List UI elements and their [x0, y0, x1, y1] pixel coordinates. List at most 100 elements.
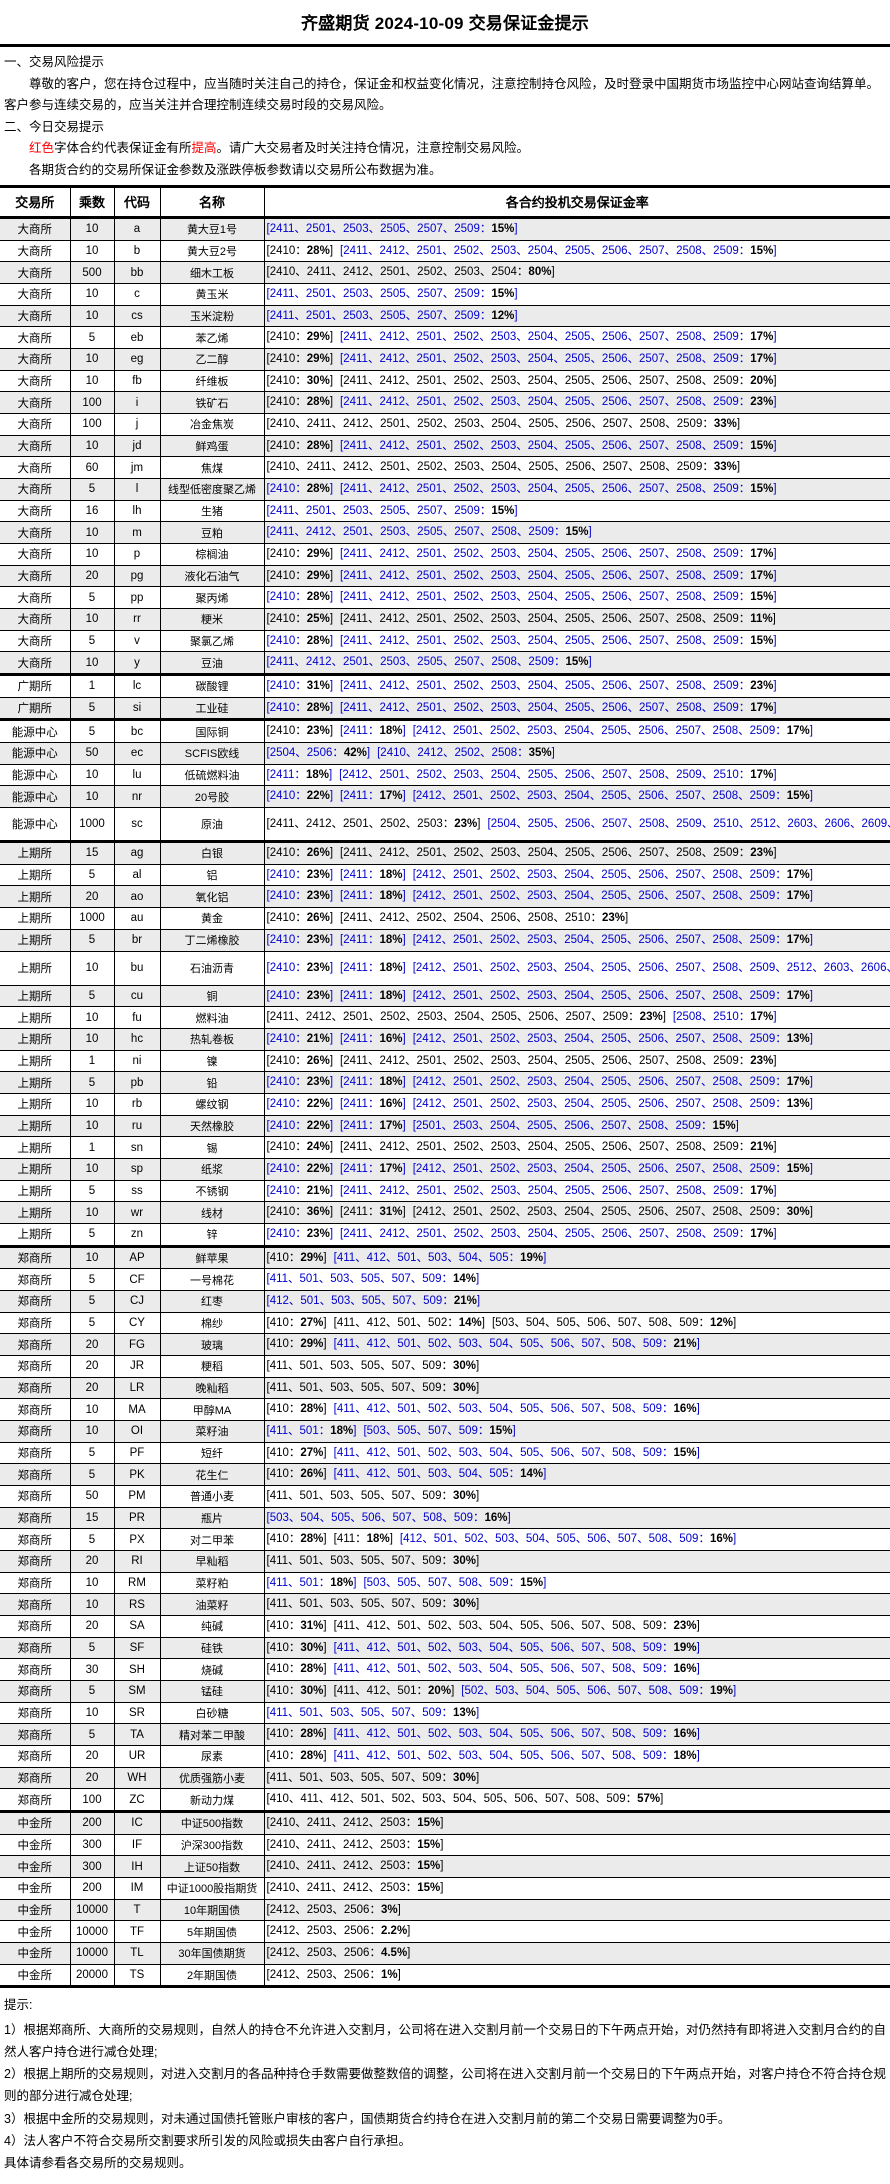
cell-multiplier: 5: [70, 1269, 114, 1291]
cell-name: 甲醇MA: [160, 1399, 264, 1421]
cell-margin-rate: [2412、2503、2506：3%]: [264, 1899, 890, 1921]
cell-exchange: 中金所: [0, 1878, 70, 1900]
cell-multiplier: 100: [70, 414, 114, 436]
rate-percent: 17%: [750, 353, 773, 365]
cell-code: pb: [114, 1072, 160, 1094]
rate-segment: [2412、2501、2502、2503、2504、2505、2506、2507…: [413, 1163, 813, 1175]
cell-name: 热轧卷板: [160, 1028, 264, 1050]
cell-name: 原油: [160, 808, 264, 842]
rate-segment: [2410：28%]: [267, 591, 334, 603]
rate-percent: 11%: [750, 613, 772, 625]
rate-segment: [2411、2412、2501、2502、2503、2504、2505、2506…: [340, 613, 776, 625]
rate-segment: [411、412、501、502、503、504、505、506、507、508…: [334, 1642, 700, 1654]
cell-name: 燃料油: [160, 1007, 264, 1029]
today-notice-line1: 红色字体合约代表保证金有所提高。请广大交易者及时关注持仓情况，注意控制交易风险。: [4, 138, 886, 160]
cell-name: 线型低密度聚乙烯: [160, 479, 264, 501]
cell-multiplier: 10: [70, 1158, 114, 1180]
cell-multiplier: 50: [70, 743, 114, 765]
cell-exchange: 郑商所: [0, 1485, 70, 1507]
cell-code: SF: [114, 1637, 160, 1659]
rate-percent: 17%: [787, 725, 810, 737]
cell-multiplier: 5: [70, 1442, 114, 1464]
rate-segment: [2411、2412、2501、2502、2503、2504、2505、2506…: [340, 591, 777, 603]
cell-name: 黄玉米: [160, 284, 264, 306]
cell-multiplier: 10000: [70, 1899, 114, 1921]
cell-name: 锰硅: [160, 1681, 264, 1703]
cell-exchange: 大商所: [0, 565, 70, 587]
cell-margin-rate: [2410、2411、2412、2503：15%]: [264, 1812, 890, 1835]
rate-percent: 23%: [307, 890, 330, 902]
rate-percent: 15%: [787, 790, 810, 802]
cell-name: 黄金: [160, 908, 264, 930]
rate-percent: 17%: [750, 1011, 773, 1023]
rate-segment: [2412、2501、2502、2503、2504、2505、2506、2507…: [413, 1206, 813, 1218]
cell-margin-rate: [2412、2503、2506：2.2%]: [264, 1921, 890, 1943]
cell-name: 白银: [160, 842, 264, 865]
cell-margin-rate: [2410：22%][2411：17%][2501、2503、2504、2505…: [264, 1115, 890, 1137]
cell-code: y: [114, 652, 160, 675]
rate-segment: [2410：23%]: [267, 1076, 334, 1088]
cell-exchange: 上期所: [0, 1007, 70, 1029]
cell-multiplier: 60: [70, 457, 114, 479]
rate-segment: [411、412、501、502、503、504、505、506、507、508…: [334, 1403, 700, 1415]
cell-name: 液化石油气: [160, 565, 264, 587]
rate-segment: [410：29%]: [267, 1252, 327, 1264]
rate-percent: 2.2%: [381, 1925, 407, 1937]
rate-percent: 29%: [300, 1338, 323, 1350]
cell-multiplier: 5: [70, 929, 114, 951]
rate-percent: 23%: [307, 934, 330, 946]
cell-multiplier: 5: [70, 630, 114, 652]
rate-percent: 17%: [750, 331, 773, 343]
cell-name: 普通小麦: [160, 1485, 264, 1507]
cell-name: 生猪: [160, 500, 264, 522]
rate-segment: [2412、2503、2506：4.5%]: [267, 1947, 411, 1959]
cell-exchange: 中金所: [0, 1812, 70, 1835]
rate-segment: [411、412、501、502、503、504、505、506、507、508…: [334, 1620, 700, 1632]
cell-code: RI: [114, 1550, 160, 1572]
rate-segment: [410：28%]: [267, 1663, 327, 1675]
rate-segment: [411、412、501、502：14%]: [334, 1317, 485, 1329]
rate-percent: 30%: [453, 1555, 476, 1567]
cell-exchange: 大商所: [0, 435, 70, 457]
cell-multiplier: 10: [70, 1028, 114, 1050]
rate-segment: [2410：28%]: [267, 702, 334, 714]
cell-exchange: 上期所: [0, 1202, 70, 1224]
cell-margin-rate: [2410：23%][2411：18%][2412、2501、2502、2503…: [264, 886, 890, 908]
cell-margin-rate: [410：28%][411、412、501、502、503、504、505、50…: [264, 1746, 890, 1768]
cell-multiplier: 5: [70, 1681, 114, 1703]
rate-segment: [410：27%]: [267, 1317, 327, 1329]
rate-segment: [411、412、501、503、504、505：19%]: [334, 1252, 547, 1264]
cell-code: m: [114, 522, 160, 544]
cell-name: 天然橡胶: [160, 1115, 264, 1137]
rate-segment: [2411、2412、2501、2502、2503、2504、2505、2506…: [340, 331, 777, 343]
rate-segment: [410：26%]: [267, 1468, 327, 1480]
cell-margin-rate: [2411、2501、2503、2505、2507、2509：15%]: [264, 284, 890, 306]
cell-exchange: 上期所: [0, 1158, 70, 1180]
cell-code: bu: [114, 951, 160, 985]
cell-name: 中证500指数: [160, 1812, 264, 1835]
cell-code: a: [114, 218, 160, 241]
rate-segment: [2410：36%]: [267, 1206, 334, 1218]
cell-code: sc: [114, 808, 160, 842]
cell-name: 硅铁: [160, 1637, 264, 1659]
cell-exchange: 郑商所: [0, 1681, 70, 1703]
rate-percent: 19%: [520, 1252, 543, 1264]
rate-segment: [2410、2411、2412、2503：15%]: [267, 1860, 444, 1872]
cell-code: au: [114, 908, 160, 930]
rate-percent: 15%: [491, 505, 514, 517]
cell-multiplier: 30: [70, 1659, 114, 1681]
cell-code: al: [114, 864, 160, 886]
